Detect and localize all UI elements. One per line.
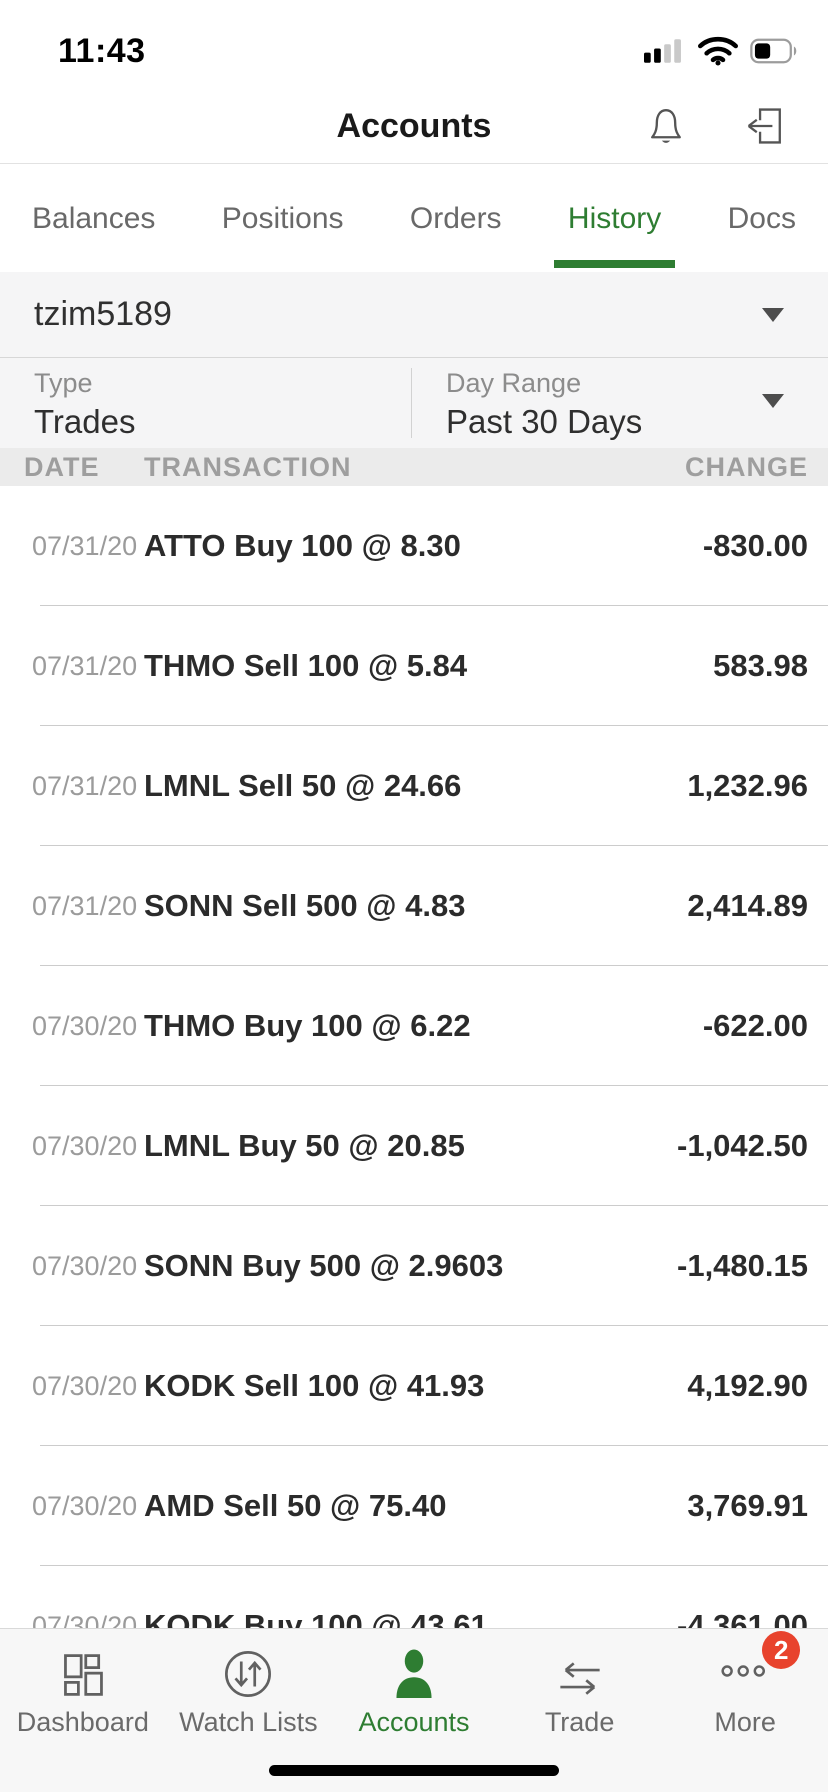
account-id: tzim5189 [34,295,172,333]
tab-docs[interactable]: Docs [727,201,796,235]
row-date: 07/31/20 [32,770,138,801]
filter-divider [411,368,412,438]
bottom-nav: Dashboard Watch Lists [0,1628,828,1792]
tab-balances[interactable]: Balances [32,201,156,235]
row-transaction: LMNL Buy 50 @ 20.85 [144,1128,465,1163]
row-transaction: SONN Sell 500 @ 4.83 [144,888,466,923]
row-date: 07/31/20 [32,650,138,681]
day-range-value: Past 30 Days [446,403,643,440]
notifications-bell-icon[interactable] [646,104,686,148]
account-tabs: Balances Positions Orders History Docs [0,165,828,272]
table-header: DATE TRANSACTION CHANGE [0,448,828,486]
table-row[interactable]: 07/30/20 THMO Buy 100 @ 6.22 -622.00 [0,966,828,1086]
filter-row: Type Trades Day Range Past 30 Days [0,358,828,448]
nav-item-trade[interactable]: Trade [497,1643,663,1738]
column-date: DATE [24,451,100,482]
status-bar: 11:43 [0,0,828,88]
row-transaction: KODK Sell 100 @ 41.93 [144,1368,485,1403]
caret-down-icon [762,307,784,322]
row-date: 07/30/20 [32,1610,138,1629]
cellular-signal-icon [644,38,686,64]
watchlists-arrows-icon [223,1643,273,1699]
row-date: 07/30/20 [32,1370,138,1401]
type-label: Type [34,368,93,398]
more-dots-icon: 2 [720,1631,801,1699]
row-date: 07/30/20 [32,1490,138,1521]
row-change: 1,232.96 [687,768,808,803]
row-change: -622.00 [702,1008,808,1043]
day-range-filter[interactable]: Day Range Past 30 Days [411,358,828,448]
row-date: 07/30/20 [32,1250,138,1281]
page-title: Accounts [336,106,492,145]
row-transaction: KODK Buy 100 @ 43.61 [144,1608,488,1628]
row-date: 07/31/20 [32,530,138,561]
nav-label: Dashboard [16,1707,149,1737]
table-row[interactable]: 07/30/20 AMD Sell 50 @ 75.40 3,769.91 [0,1446,828,1566]
transaction-list: 07/31/20 ATTO Buy 100 @ 8.30 -830.00 07/… [0,486,828,1628]
row-date: 07/31/20 [32,890,138,921]
filters-section: tzim5189 Type Trades Day Range Past 30 D… [0,272,828,448]
row-transaction: ATTO Buy 100 @ 8.30 [144,528,461,563]
row-change: -830.00 [702,528,808,563]
dashboard-grid-icon [59,1643,107,1699]
table-row[interactable]: 07/31/20 ATTO Buy 100 @ 8.30 -830.00 [0,486,828,606]
nav-label: Accounts [358,1707,470,1737]
clock: 11:43 [58,31,146,70]
table-row[interactable]: 07/30/20 LMNL Buy 50 @ 20.85 -1,042.50 [0,1086,828,1206]
row-date: 07/30/20 [32,1010,138,1041]
app-header: Accounts [0,88,828,164]
column-change: CHANGE [684,451,808,482]
table-row[interactable]: 07/30/20 KODK Sell 100 @ 41.93 4,192.90 [0,1326,828,1446]
row-change: -1,480.15 [677,1248,808,1283]
day-range-label: Day Range [446,368,582,398]
status-icons [644,36,802,66]
battery-icon [750,38,802,64]
table-row[interactable]: 07/30/20 SONN Buy 500 @ 2.9603 -1,480.15 [0,1206,828,1326]
account-selector[interactable]: tzim5189 [0,272,828,358]
tab-history[interactable]: History [553,165,676,272]
row-date: 07/30/20 [32,1130,138,1161]
trade-arrows-icon [555,1643,605,1699]
row-transaction: LMNL Sell 50 @ 24.66 [144,768,462,803]
nav-item-watchlists[interactable]: Watch Lists [166,1643,332,1738]
tab-positions[interactable]: Positions [221,201,344,235]
row-transaction: SONN Buy 500 @ 2.9603 [144,1248,504,1283]
type-filter[interactable]: Type Trades [0,358,411,448]
nav-item-more[interactable]: 2 More [662,1631,828,1738]
table-row[interactable]: 07/31/20 SONN Sell 500 @ 4.83 2,414.89 [0,846,828,966]
nav-item-dashboard[interactable]: Dashboard [0,1643,166,1738]
table-row[interactable]: 07/31/20 THMO Sell 100 @ 5.84 583.98 [0,606,828,726]
row-transaction: THMO Sell 100 @ 5.84 [144,648,468,683]
nav-label: Watch Lists [179,1707,318,1737]
person-icon [390,1643,438,1699]
table-row[interactable]: 07/31/20 LMNL Sell 50 @ 24.66 1,232.96 [0,726,828,846]
nav-label: Trade [544,1707,615,1737]
type-value: Trades [34,403,136,440]
log-out-icon[interactable] [742,102,788,150]
row-change: 3,769.91 [687,1488,808,1523]
row-change: -4,361.00 [677,1608,808,1628]
row-transaction: THMO Buy 100 @ 6.22 [144,1008,471,1043]
tab-orders[interactable]: Orders [409,201,502,235]
home-indicator[interactable] [269,1765,559,1776]
nav-item-accounts[interactable]: Accounts [331,1643,497,1738]
caret-down-icon [762,394,784,408]
table-row[interactable]: 07/30/20 KODK Buy 100 @ 43.61 -4,361.00 [0,1566,828,1628]
column-transaction: TRANSACTION [144,451,352,482]
row-transaction: AMD Sell 50 @ 75.40 [144,1488,447,1523]
row-change: 583.98 [713,648,808,683]
notification-badge: 2 [762,1631,801,1669]
row-change: -1,042.50 [677,1128,808,1163]
row-change: 4,192.90 [687,1368,808,1403]
wifi-icon [698,36,738,66]
row-change: 2,414.89 [687,888,808,923]
nav-label: More [714,1707,776,1737]
